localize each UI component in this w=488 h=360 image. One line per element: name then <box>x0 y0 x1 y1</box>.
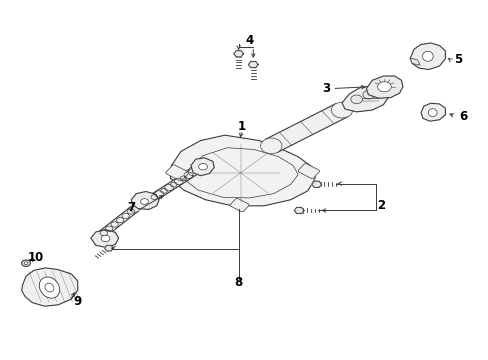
Polygon shape <box>341 87 387 112</box>
Polygon shape <box>353 91 371 103</box>
Ellipse shape <box>188 168 198 176</box>
Ellipse shape <box>198 163 207 170</box>
Polygon shape <box>91 229 119 247</box>
Ellipse shape <box>93 234 103 241</box>
Text: 1: 1 <box>238 121 245 134</box>
Polygon shape <box>294 207 304 213</box>
Polygon shape <box>366 76 402 98</box>
Polygon shape <box>233 51 243 57</box>
Polygon shape <box>104 246 113 251</box>
Ellipse shape <box>130 205 140 212</box>
Ellipse shape <box>350 95 362 104</box>
Polygon shape <box>190 158 214 176</box>
Polygon shape <box>95 206 138 240</box>
Text: 5: 5 <box>453 53 462 66</box>
FancyBboxPatch shape <box>165 165 188 181</box>
Ellipse shape <box>21 260 30 266</box>
Polygon shape <box>248 62 258 68</box>
Ellipse shape <box>141 199 148 204</box>
Ellipse shape <box>101 235 110 242</box>
Text: 4: 4 <box>245 34 253 48</box>
Polygon shape <box>131 192 159 210</box>
Text: 8: 8 <box>234 276 242 289</box>
Polygon shape <box>21 268 78 306</box>
Polygon shape <box>264 104 347 152</box>
Polygon shape <box>141 170 196 206</box>
Ellipse shape <box>377 82 390 92</box>
Polygon shape <box>420 103 445 121</box>
Ellipse shape <box>422 51 432 61</box>
Text: 6: 6 <box>458 110 467 123</box>
Text: 2: 2 <box>376 199 385 212</box>
Text: 3: 3 <box>322 82 330 95</box>
FancyBboxPatch shape <box>297 163 319 179</box>
Text: 9: 9 <box>74 295 82 308</box>
Polygon shape <box>170 135 315 206</box>
Ellipse shape <box>330 102 352 118</box>
Polygon shape <box>409 43 445 69</box>
FancyBboxPatch shape <box>229 198 249 212</box>
Ellipse shape <box>260 138 282 154</box>
Polygon shape <box>311 181 321 188</box>
Ellipse shape <box>362 90 374 99</box>
Ellipse shape <box>427 109 436 117</box>
Text: 7: 7 <box>127 202 135 215</box>
Ellipse shape <box>24 262 28 265</box>
Ellipse shape <box>39 277 60 298</box>
Polygon shape <box>409 58 419 65</box>
Text: 10: 10 <box>28 251 44 264</box>
Ellipse shape <box>140 200 149 207</box>
